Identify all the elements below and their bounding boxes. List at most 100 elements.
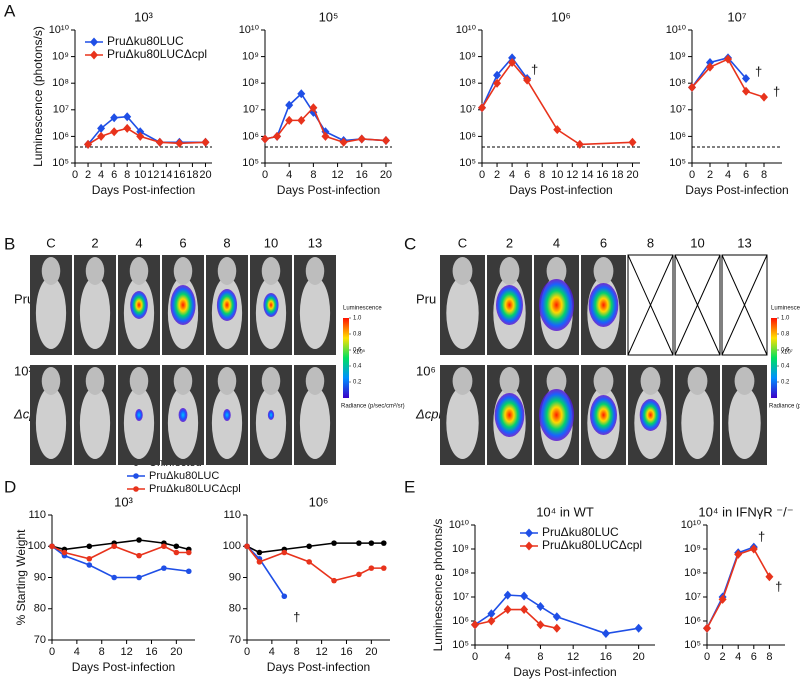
chart-title: 10⁴ in IFNγR ⁻/⁻ (698, 504, 793, 519)
marker (123, 123, 132, 133)
mouse-head (593, 257, 614, 285)
mouse-head (41, 257, 61, 285)
y-tick-label: 10⁹ (242, 51, 259, 63)
mouse-body (681, 387, 714, 459)
marker (86, 562, 93, 568)
y-tick-label: 10¹⁰ (666, 24, 687, 36)
colorbar-scale: x10⁷ (781, 349, 793, 356)
chart-title: 10⁶ (551, 9, 571, 24)
marker (381, 136, 390, 146)
y-axis-label: Luminescence (photons/s) (31, 26, 45, 167)
marker (123, 112, 132, 122)
marker (136, 131, 145, 141)
x-tick-label: 8 (766, 651, 772, 663)
signal (216, 289, 238, 321)
cross (627, 254, 674, 356)
marker (356, 571, 362, 578)
cross (721, 254, 768, 356)
y-tick-label: 10⁷ (453, 591, 469, 603)
mouse-head (546, 367, 567, 395)
cross (674, 254, 721, 356)
y-tick-label: 10⁵ (242, 157, 259, 169)
y-tick-label: 10⁶ (242, 130, 259, 142)
marker (161, 543, 167, 550)
x-tick-label: 0 (472, 651, 478, 663)
column-label: 6 (600, 235, 607, 250)
y-tick-label: 10⁸ (52, 77, 69, 89)
mouse-head (546, 257, 567, 285)
x-tick-label: 20 (365, 646, 377, 658)
marker (331, 577, 337, 584)
y-tick-label: 100 (223, 540, 241, 552)
x-tick-label: 16 (356, 169, 368, 181)
marker (110, 113, 119, 123)
y-tick-label: 10⁸ (684, 567, 701, 579)
x-tick-label: 0 (479, 169, 485, 181)
marker (110, 127, 119, 137)
column-label: 10 (264, 235, 278, 250)
x-tick-label: 20 (170, 646, 182, 658)
signal (263, 293, 279, 317)
x-tick-label: 20 (380, 169, 392, 181)
mouse-body (299, 277, 331, 349)
series-line (51, 545, 189, 579)
mouse-head (129, 257, 149, 285)
mouse-body (255, 387, 287, 459)
marker (175, 138, 184, 148)
series-line (691, 56, 747, 88)
marker (201, 137, 210, 147)
marker (552, 612, 561, 622)
x-tick-label: 6 (743, 169, 749, 181)
marker (724, 54, 732, 64)
annotation: † (775, 579, 782, 594)
y-tick-label: 80 (229, 603, 241, 615)
x-tick-label: 12 (147, 169, 159, 181)
marker (536, 602, 545, 612)
colorbar-title: Luminescence (343, 306, 382, 312)
y-tick-label: 10⁷ (670, 104, 686, 116)
x-tick-label: 8 (99, 646, 105, 658)
marker (273, 131, 282, 141)
x-tick-label: 2 (707, 169, 713, 181)
marker (339, 137, 348, 147)
mouse-head (261, 367, 281, 395)
marker (136, 552, 142, 559)
y-tick-label: 10⁷ (243, 104, 259, 116)
legend-marker (133, 473, 139, 479)
marker (478, 103, 486, 113)
marker (281, 593, 288, 600)
colorbar-tick-label: 0.4 (353, 364, 362, 370)
x-tick-label: 20 (199, 169, 211, 181)
mouse-head (41, 367, 61, 395)
marker (718, 594, 727, 604)
x-tick-label: 6 (524, 169, 530, 181)
y-tick-label: 10⁵ (459, 157, 476, 169)
x-tick-label: 14 (160, 169, 172, 181)
column-label: 13 (308, 235, 322, 250)
y-tick-label: 10¹⁰ (681, 519, 702, 531)
marker (552, 623, 561, 633)
x-tick-label: 16 (596, 169, 608, 181)
x-tick-label: 4 (98, 169, 104, 181)
marker (136, 127, 145, 137)
mouse-head (734, 367, 755, 395)
legend-label: PruΔku80LUCΔcpl (542, 538, 642, 552)
y-axis-label: % Starting Weight (14, 529, 28, 625)
marker (765, 572, 774, 582)
legend-label: PruΔku80LUCΔcpl (149, 483, 241, 495)
annotation: † (755, 64, 762, 79)
colorbar-tick-label: 0.6 (353, 348, 362, 354)
marker (503, 605, 512, 615)
mouse-body (167, 387, 199, 459)
marker (734, 549, 743, 559)
y-tick-label: 10⁶ (669, 130, 686, 142)
column-label: 2 (506, 235, 513, 250)
column-label: 4 (553, 235, 560, 250)
x-tick-label: 16 (340, 646, 352, 658)
y-tick-label: 10¹⁰ (239, 24, 260, 36)
column-label: 10 (690, 235, 704, 250)
colorbar-tick-label: 0.6 (781, 348, 790, 354)
x-tick-label: 2 (85, 169, 91, 181)
mouse-head (261, 257, 281, 285)
series-line (87, 115, 206, 145)
